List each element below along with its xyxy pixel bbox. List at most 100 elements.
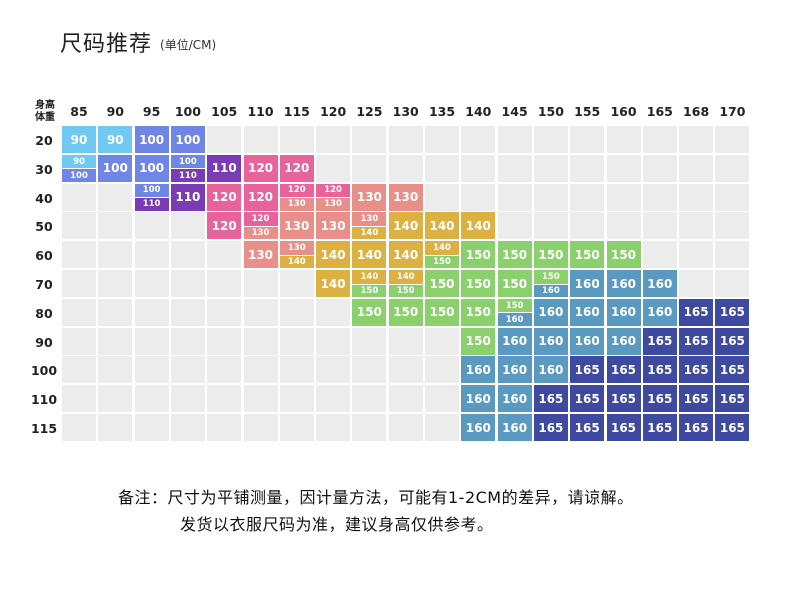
corner-weight-label: 体重: [35, 112, 55, 123]
height-header-170: 170: [719, 104, 746, 119]
size-cell: [134, 356, 169, 384]
size-value-120: 120: [211, 190, 237, 205]
height-header-100: 100: [174, 104, 201, 119]
size-cell: [243, 356, 278, 384]
size-cell: [497, 183, 532, 211]
size-cell: [352, 385, 387, 413]
weight-header-40: 40: [35, 190, 53, 206]
size-value-100: 100: [139, 132, 165, 147]
size-cell: 100 110: [170, 154, 205, 182]
weight-header-50: 50: [35, 219, 53, 235]
size-cell: [533, 183, 568, 211]
size-cell: [62, 327, 96, 355]
size-cell: 130: [279, 212, 314, 240]
height-header-155: 155: [574, 104, 601, 119]
size-cell: [715, 212, 750, 240]
size-cell: [570, 212, 605, 240]
size-value-130: 130: [284, 218, 310, 233]
height-header-110: 110: [247, 104, 274, 119]
size-cell: 140 150: [352, 270, 387, 297]
size-cell: [207, 126, 242, 153]
size-cell: [62, 298, 96, 326]
size-cell: [425, 356, 459, 384]
size-cell: [98, 414, 133, 441]
size-cell: 120 130: [243, 212, 278, 240]
size-value-165: 165: [683, 305, 709, 320]
size-cell: 165: [679, 298, 714, 326]
size-cell: [316, 298, 351, 326]
size-value-165: 165: [647, 391, 673, 406]
size-cell: [98, 298, 133, 326]
size-cell: 165: [533, 414, 568, 441]
size-value-160: 160: [647, 276, 673, 291]
size-cell: [425, 126, 459, 153]
size-cell: [642, 183, 677, 211]
size-value-90: 90: [70, 132, 88, 147]
size-value-165: 165: [719, 334, 745, 349]
size-cell: 100: [170, 126, 205, 153]
size-cell: 150: [461, 298, 496, 326]
size-cell: [352, 154, 387, 182]
size-cell: 160: [570, 327, 605, 355]
size-cell: 165: [642, 414, 677, 441]
size-cell: 110: [207, 154, 242, 182]
size-cell: 150: [425, 298, 459, 326]
size-cell: [497, 212, 532, 240]
size-cell: 150: [388, 298, 423, 326]
size-cell: 160: [497, 414, 532, 441]
size-cell: 150: [497, 270, 532, 297]
size-cell: 130: [388, 183, 423, 211]
height-header-125: 125: [356, 104, 383, 119]
size-cell: [388, 327, 423, 355]
size-cell: [62, 183, 96, 211]
size-cell: [98, 327, 133, 355]
size-cell: 140: [425, 212, 459, 240]
size-cell: 165: [642, 385, 677, 413]
size-value-160: 160: [465, 420, 491, 435]
size-value-150: 150: [356, 305, 382, 320]
size-cell: 160: [461, 356, 496, 384]
size-cell: 165: [679, 356, 714, 384]
size-cell: [388, 414, 423, 441]
height-header-135: 135: [428, 104, 456, 119]
size-cell: 160: [606, 298, 641, 326]
size-cell: 120: [243, 154, 278, 182]
size-value-160: 160: [574, 276, 600, 291]
size-value-165: 165: [683, 391, 709, 406]
size-cell: 165: [570, 414, 605, 441]
size-value-140: 140: [425, 241, 459, 255]
note-line-2: 发货以衣服尺码为准，建议身高仅供参考。: [180, 515, 494, 534]
size-cell: [62, 414, 96, 441]
size-cell: [98, 270, 133, 297]
size-cell: 150: [425, 270, 459, 297]
weight-header-70: 70: [35, 277, 53, 292]
size-value-150: 150: [610, 247, 637, 262]
size-value-100: 100: [134, 183, 169, 198]
size-cell: [62, 356, 96, 384]
size-cell: [134, 270, 169, 297]
size-value-150: 150: [502, 247, 528, 262]
size-cell: 165: [606, 414, 641, 441]
size-value-130: 130: [320, 218, 346, 233]
size-cell: 130 140: [279, 241, 314, 269]
weight-header-30: 30: [35, 161, 53, 177]
size-value-120: 120: [279, 183, 314, 198]
size-value-140: 140: [352, 270, 387, 284]
size-cell: [316, 126, 351, 153]
size-value-120: 120: [211, 218, 237, 233]
height-header-95: 95: [142, 104, 161, 119]
size-value-130: 130: [279, 197, 314, 211]
size-value-160: 160: [538, 305, 564, 320]
size-cell: 150 160: [497, 298, 532, 326]
size-cell: [279, 126, 314, 153]
size-cell: 100 110: [134, 183, 169, 211]
size-value-130: 130: [316, 197, 351, 211]
size-cell: 140: [352, 241, 387, 269]
size-cell: 165: [642, 327, 677, 355]
size-cell: 165: [715, 414, 750, 441]
size-cell: [679, 154, 714, 182]
size-value-165: 165: [610, 420, 637, 435]
size-cell: [606, 212, 641, 240]
size-cell: [425, 154, 459, 182]
size-cell: 150: [497, 241, 532, 269]
